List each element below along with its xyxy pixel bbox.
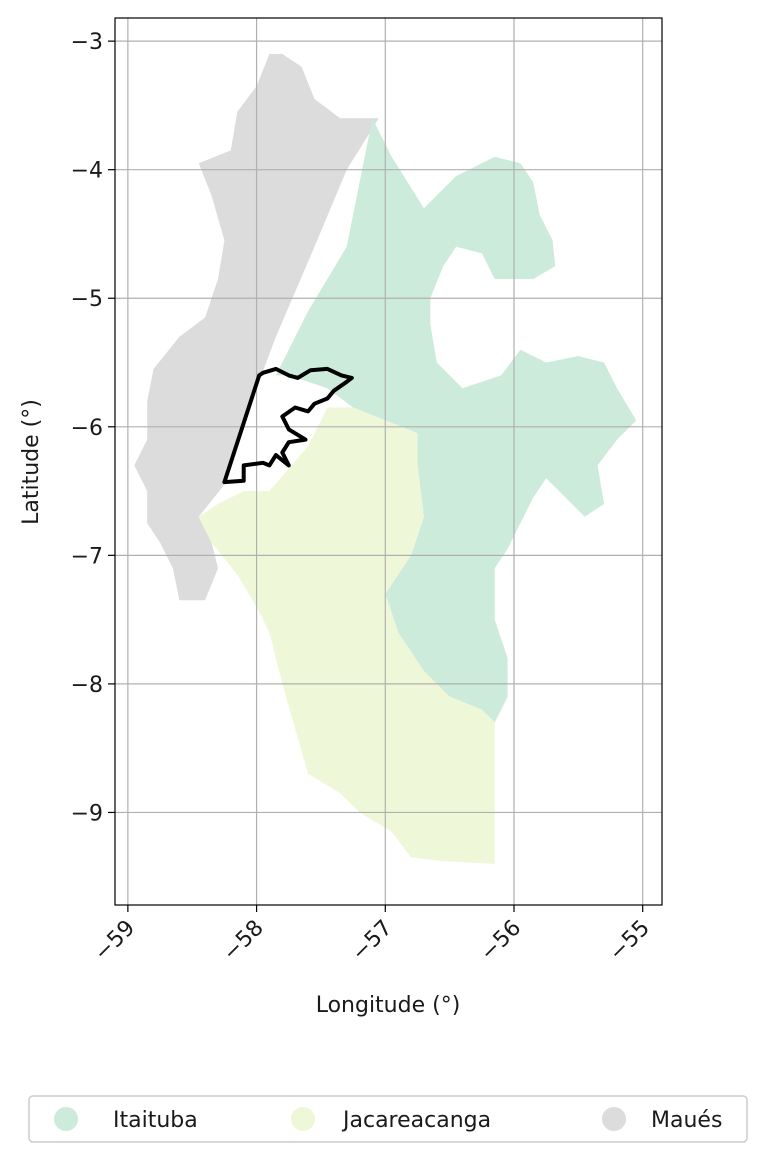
y-tick-label: −9 [71,801,103,826]
y-axis-label: Latitude (°) [19,399,44,525]
axes-frame [114,17,663,906]
legend-marker [291,1107,315,1131]
highlight-outline [222,366,354,485]
legend-label: Jacareacanga [341,1108,491,1133]
y-tick-label: −4 [71,159,103,184]
highlight-layer [222,366,354,485]
y-tick-label: −3 [71,30,103,55]
y-tick-label: −6 [71,416,103,441]
legend: Itaituba Jacareacanga Maués [28,1095,748,1143]
legend-marker [54,1107,78,1131]
legend-label: Maués [651,1108,722,1133]
y-tick-label: −8 [71,673,103,698]
y-tick-label: −5 [71,287,103,312]
region-itaituba [275,118,637,723]
y-tick-label: −7 [71,544,103,569]
legend-label: Itaituba [113,1108,198,1133]
region-jacareacanga [198,407,495,864]
legend-marker [602,1107,626,1131]
legend-box [28,1095,748,1143]
x-axis-label: Longitude (°) [316,993,461,1018]
grid-layer [115,18,662,905]
